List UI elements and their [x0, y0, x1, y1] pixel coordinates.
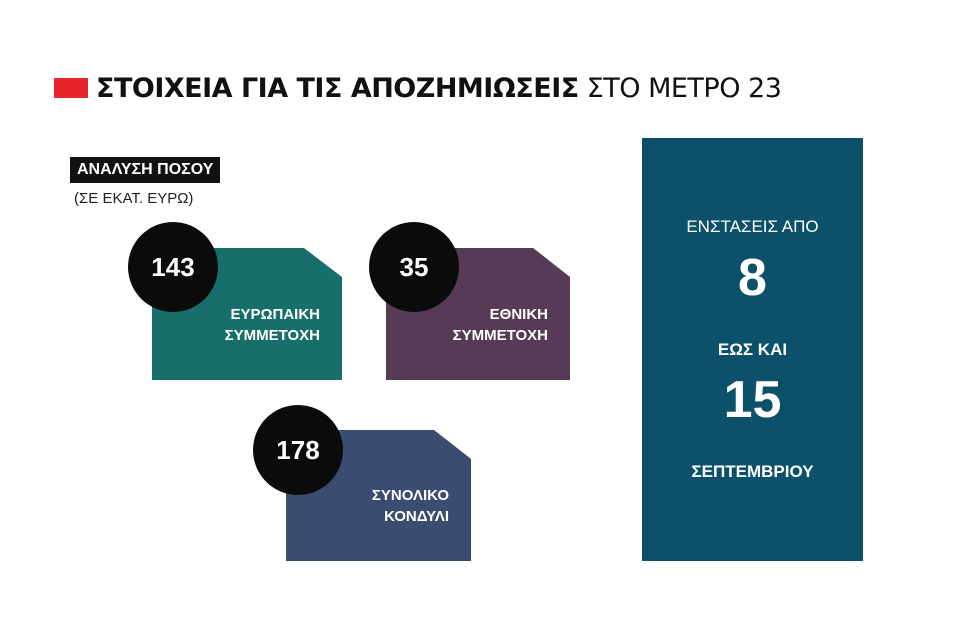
title-marker	[54, 78, 88, 98]
card-label-line1: ΕΥΡΩΠΑΙΚΗ	[230, 306, 320, 323]
objections-until-day: 15	[723, 371, 782, 429]
card-label-line1: ΕΘΝΙΚΗ	[489, 306, 548, 323]
breakdown-label: ΑΝΑΛΥΣΗ ΠΟΣΟΥ	[70, 157, 221, 183]
card-label-line2: ΣΥΜΜΕΤΟΧΗ	[452, 327, 548, 344]
objections-from-label: ΕΝΣΤΑΣΕΙΣ ΑΠΟ	[686, 217, 819, 236]
title-bold-text: ΣΤΟΙΧΕΙΑ ΓΙΑ ΤΙΣ ΑΠΟΖΗΜΙΩΣΕΙΣ	[96, 72, 579, 104]
card-label: ΕΥΡΩΠΑΙΚΗ ΣΥΜΜΕΤΟΧΗ	[225, 304, 320, 346]
objections-panel: ΕΝΣΤΑΣΕΙΣ ΑΠΟ 8 ΕΩΣ ΚΑΙ 15 ΣΕΠΤΕΜΒΡΙΟΥ	[642, 138, 863, 561]
card-label: ΕΘΝΙΚΗ ΣΥΜΜΕΤΟΧΗ	[453, 304, 548, 346]
value-circle-european: 143	[128, 222, 218, 312]
page-title: ΣΤΟΙΧΕΙΑ ΓΙΑ ΤΙΣ ΑΠΟΖΗΜΙΩΣΕΙΣ ΣΤΟ ΜΕΤΡΟ …	[54, 70, 782, 106]
breakdown-unit: (ΣΕ ΕΚΑΤ. ΕΥΡΩ)	[74, 190, 194, 207]
title-light-text: ΣΤΟ ΜΕΤΡΟ 23	[586, 72, 782, 104]
card-label-line2: ΚΟΝΔΥΛΙ	[384, 508, 449, 525]
card-label: ΣΥΝΟΛΙΚΟ ΚΟΝΔΥΛΙ	[372, 485, 449, 527]
value-circle-total: 178	[253, 405, 343, 495]
card-label-line1: ΣΥΝΟΛΙΚΟ	[371, 487, 449, 504]
card-label-line2: ΣΥΜΜΕΤΟΧΗ	[224, 327, 320, 344]
objections-from-day: 8	[738, 249, 767, 307]
objections-month: ΣΕΠΤΕΜΒΡΙΟΥ	[691, 462, 814, 481]
value-circle-national: 35	[369, 222, 459, 312]
objections-until-label: ΕΩΣ ΚΑΙ	[717, 340, 788, 359]
